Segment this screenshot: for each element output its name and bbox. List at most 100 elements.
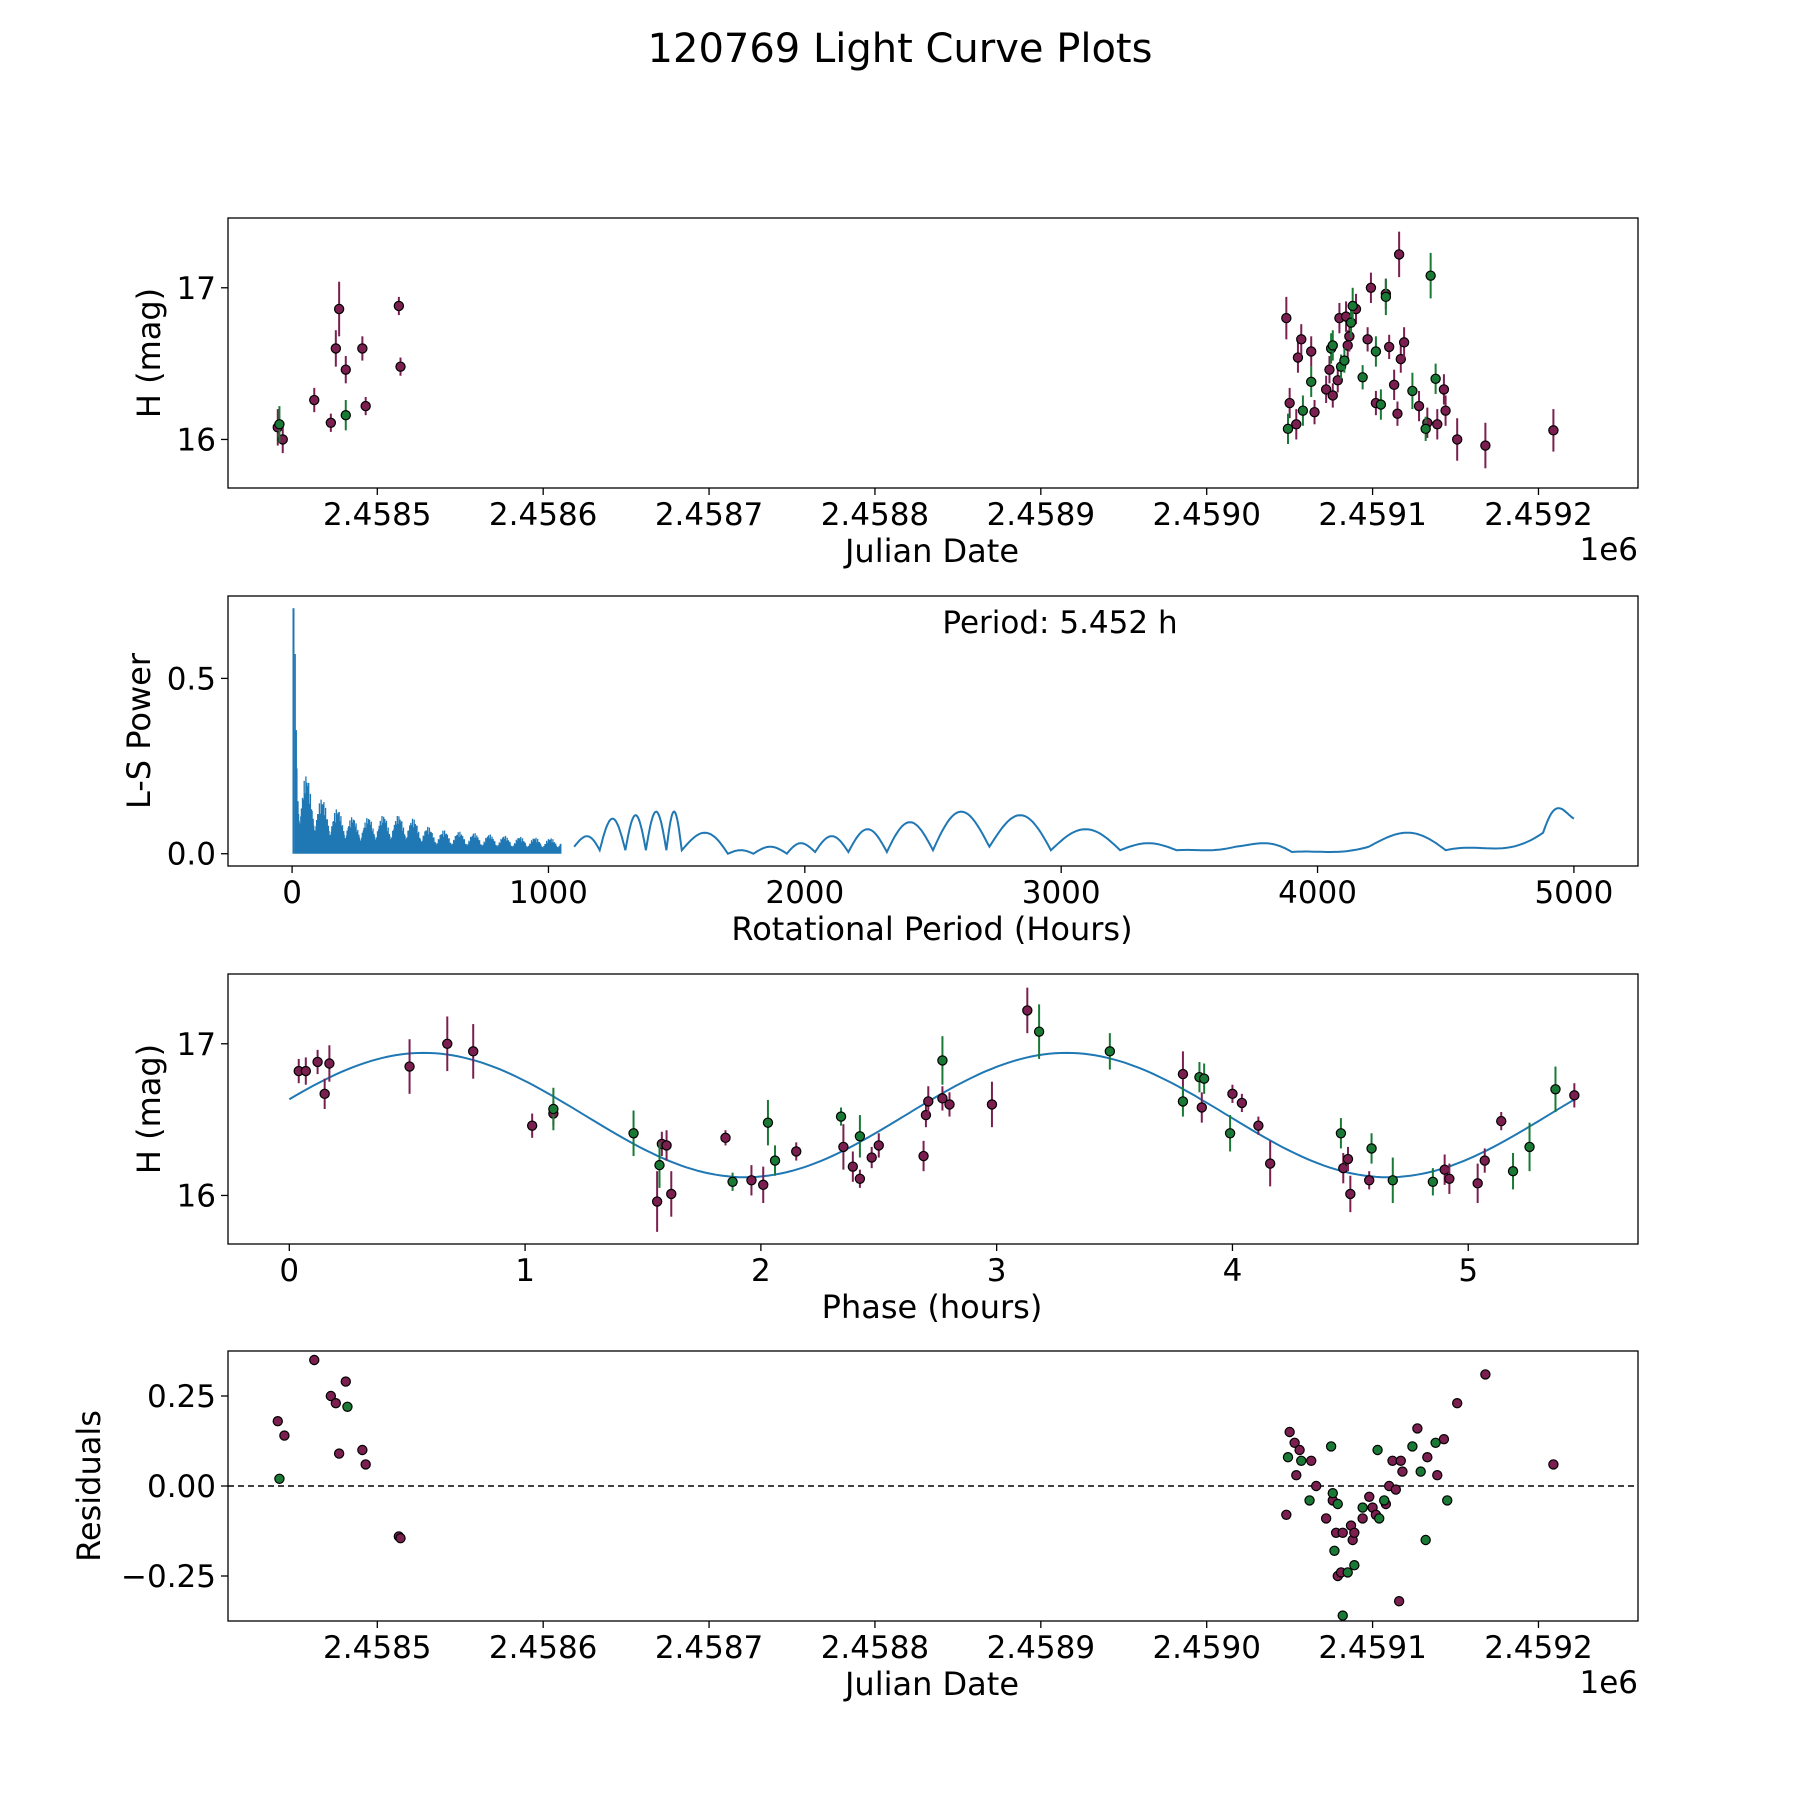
phased-point-band_r — [1439, 1164, 1450, 1175]
phased-point-band_r — [1264, 1158, 1276, 1169]
residuals-xlabel: Julian Date — [843, 1665, 1019, 1703]
phased-point-band_r — [1569, 1090, 1580, 1101]
residuals-point-band_g — [1296, 1455, 1307, 1467]
light-curve-point-band_r — [393, 300, 405, 312]
residuals-point-band_g — [1357, 1502, 1368, 1513]
periodogram-xtick-label: 1000 — [509, 875, 588, 911]
light-curve-xtick-label: 2.4586 — [489, 497, 597, 533]
phased-point-band_g — [1198, 1073, 1210, 1084]
residuals-point-band_r — [1397, 1466, 1408, 1477]
light-curve-point-band_r — [1398, 337, 1410, 348]
light-curve-point-band_r — [1480, 440, 1491, 451]
residuals-ytick-label: 0.25 — [147, 1379, 216, 1415]
residuals-xtick-label: 2.4585 — [323, 1630, 431, 1666]
periodogram-dense-region — [294, 654, 562, 854]
phased-xtick-label: 2 — [751, 1253, 771, 1289]
light-curve-point-band_g — [1357, 372, 1368, 383]
phased-point-band_r — [666, 1188, 677, 1200]
periodogram-annotation: Period: 5.452 h — [942, 605, 1177, 641]
periodogram-marks — [292, 608, 1575, 856]
periodogram-yticks: 0.0 0.5 — [167, 661, 228, 873]
light-curve-point-band_g — [1425, 270, 1436, 281]
phased-point-band_g — [1177, 1096, 1189, 1107]
residuals-point-band_g — [1332, 1498, 1343, 1510]
light-curve-offset-label: 1e6 — [1579, 532, 1638, 568]
light-curve-point-band_r — [1291, 419, 1302, 430]
light-curve-point-band_g — [1282, 423, 1294, 435]
light-curve-point-band_r — [1327, 390, 1338, 401]
light-curve-point-band_r — [330, 343, 342, 354]
light-curve-point-band_r — [1332, 375, 1343, 386]
light-curve-point-band_g — [1327, 340, 1338, 351]
residuals-panel: 2.4585 2.4586 2.4587 2.4588 2.4589 2.4590 2.45… — [70, 1350, 1639, 1703]
periodogram-ylabel: L-S Power — [120, 652, 158, 809]
residuals-xtick-label: 2.4586 — [489, 1630, 597, 1666]
residuals-point-band_g — [1325, 1441, 1337, 1452]
light-curve-xtick-label: 2.4585 — [323, 497, 431, 533]
light-curve-point-band_r — [1320, 384, 1332, 395]
residuals-point-band_r — [1393, 1595, 1405, 1607]
residuals-xtick-label: 2.4592 — [1484, 1630, 1592, 1666]
phased-point-band_g — [1104, 1046, 1116, 1057]
residuals-point-band_r — [1451, 1397, 1463, 1409]
light-curve-point-band_r — [395, 361, 406, 372]
residuals-point-band_g — [1327, 1487, 1338, 1499]
residuals-point-band_g — [1337, 1610, 1348, 1621]
light-curve-point-band_g — [1375, 399, 1387, 410]
residuals-point-band_r — [1364, 1491, 1375, 1503]
phased-point-band_r — [300, 1065, 312, 1077]
residuals-ylabel: Residuals — [70, 1410, 108, 1562]
residuals-point-band_r — [1548, 1459, 1559, 1470]
light-curve-point-band_r — [277, 434, 288, 445]
phased-point-band_r — [854, 1173, 866, 1184]
light-curve-axes-frame — [227, 217, 1639, 489]
phased-point-band_r — [1227, 1088, 1238, 1100]
light-curve-point-band_r — [1365, 282, 1377, 293]
residuals-point-band_r — [330, 1397, 342, 1409]
light-curve-ytick-label: 16 — [177, 422, 216, 458]
phased-xtick-label: 1 — [515, 1253, 535, 1289]
residuals-point-band_g — [1329, 1545, 1340, 1557]
residuals-point-band_r — [360, 1459, 371, 1470]
figure-title: 120769 Light Curve Plots — [647, 26, 1153, 72]
residuals-point-band_r — [1390, 1484, 1402, 1495]
phased-point-band_g — [1335, 1128, 1347, 1139]
periodogram-xtick-label: 0 — [282, 875, 302, 911]
phased-point-band_g — [854, 1131, 866, 1142]
periodogram-xticks: 0 1000 2000 3000 4000 5000 — [282, 866, 1613, 911]
residuals-point-band_r — [279, 1430, 290, 1441]
residuals-point-band_r — [1337, 1527, 1348, 1539]
residuals-point-band_r — [333, 1448, 345, 1459]
residuals-point-band_r — [1320, 1513, 1332, 1524]
residuals-offset-label: 1e6 — [1579, 1665, 1638, 1701]
phased-point-band_r — [319, 1088, 330, 1100]
residuals-point-band_r — [1306, 1455, 1317, 1467]
light-curve-ylabel: H (mag) — [130, 288, 168, 418]
phased-point-band_g — [1524, 1141, 1535, 1153]
phased-point-band_g — [769, 1155, 781, 1166]
phased-point-band_r — [873, 1140, 884, 1151]
phased-point-band_r — [838, 1141, 849, 1153]
phased-point-band_r — [944, 1099, 955, 1110]
light-curve-xtick-label: 2.4587 — [655, 497, 763, 533]
periodogram-axes-frame — [227, 595, 1639, 867]
light-curve-ytick-label: 17 — [177, 271, 216, 307]
residuals-point-band_r — [1349, 1527, 1360, 1539]
residuals-point-band_r — [1291, 1469, 1302, 1481]
phased-point-band_r — [986, 1099, 998, 1110]
phased-point-band_r — [1253, 1120, 1264, 1131]
phased-point-band_g — [1387, 1175, 1398, 1186]
light-curve-point-band_r — [325, 417, 337, 428]
residuals-xtick-label: 2.4591 — [1318, 1630, 1426, 1666]
phased-point-band_r — [526, 1120, 538, 1131]
light-curve-xlabel: Julian Date — [843, 532, 1019, 570]
residuals-point-band_g — [1349, 1559, 1360, 1571]
light-curve-point-band_r — [1392, 408, 1403, 419]
phased-marks — [288, 987, 1580, 1232]
phased-point-band_r — [1345, 1188, 1356, 1200]
light-curve-point-band_r — [1432, 419, 1443, 430]
residuals-point-band_g — [1374, 1513, 1385, 1524]
residuals-point-band_g — [1304, 1495, 1315, 1506]
